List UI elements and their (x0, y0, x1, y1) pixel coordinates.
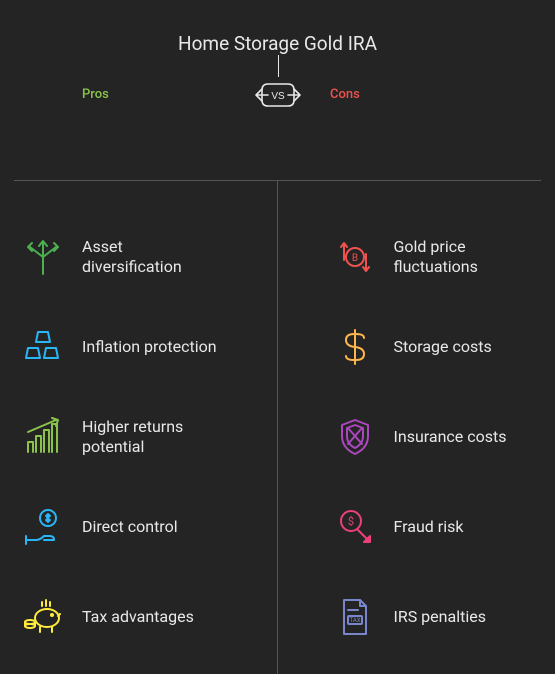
fluct-icon: B (334, 236, 376, 278)
cons-item: $ Fraud risk (300, 482, 538, 572)
shield-icon (334, 416, 376, 458)
pros-item-label: Higher returns potential (82, 417, 222, 457)
pros-item-label: Asset diversification (82, 237, 222, 277)
hand-icon: B (22, 506, 64, 548)
pros-column: Asset diversification Inflation protecti… (0, 198, 278, 674)
branch-icon (22, 236, 64, 278)
pros-item: Inflation protection (22, 302, 260, 392)
pros-item: Higher returns potential (22, 392, 260, 482)
cons-item: Insurance costs (300, 392, 538, 482)
cons-item-label: Insurance costs (394, 427, 507, 447)
vs-stem (278, 55, 279, 77)
svg-text:TAX: TAX (349, 617, 360, 624)
cons-item-label: Storage costs (394, 337, 492, 357)
cons-item-label: Gold price fluctuations (394, 237, 534, 277)
columns: Asset diversification Inflation protecti… (0, 198, 555, 674)
pros-item: Asset diversification (22, 212, 260, 302)
fraud-icon: $ (334, 506, 376, 548)
dollar-icon (334, 326, 376, 368)
cons-heading: Cons (330, 87, 360, 102)
vs-row: Pros VS Cons (0, 69, 555, 125)
piggy-icon (22, 596, 64, 638)
pros-item-label: Direct control (82, 517, 178, 537)
pros-item: Tax advantages (22, 572, 260, 662)
chart-icon (22, 416, 64, 458)
pros-item-label: Tax advantages (82, 607, 194, 627)
pros-heading: Pros (82, 87, 109, 102)
cons-item-label: IRS penalties (394, 607, 486, 627)
svg-text:B: B (351, 253, 357, 264)
svg-text:B: B (46, 514, 51, 523)
pros-item-label: Inflation protection (82, 337, 217, 357)
svg-text:$: $ (347, 515, 353, 528)
cons-item: Storage costs (300, 302, 538, 392)
cons-item: B Gold price fluctuations (300, 212, 538, 302)
cons-column: B Gold price fluctuations Storage costs … (278, 198, 555, 674)
vs-icon: VS (250, 75, 306, 119)
gold-icon (22, 326, 64, 368)
cons-item: TAX IRS penalties (300, 572, 538, 662)
cons-item-label: Fraud risk (394, 517, 464, 537)
vs-text: VS (271, 91, 285, 102)
pros-item: B Direct control (22, 482, 260, 572)
tax-icon: TAX (334, 596, 376, 638)
